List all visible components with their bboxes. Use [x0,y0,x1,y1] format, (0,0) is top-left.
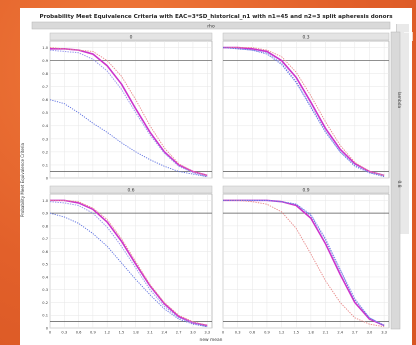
panel-strip-label: 0.3 [303,34,310,40]
y-tick-label: 0.8 [42,72,48,76]
x-tick-label: 2.1 [147,331,153,335]
series-line [50,199,208,326]
x-tick-label: 2.4 [337,331,343,335]
series-line [49,201,208,328]
panel-strip [49,185,213,194]
series-line [50,199,208,327]
chart-panel: 0 0 0.1 0.2 0.3 0.4 0.5 0.6 0.7 0.8 0.9 1.0 [42,32,213,180]
x-tick-label: 3.3 [204,331,210,335]
x-tick-label: 1.5 [293,331,299,335]
y-tick-label: 0.1 [42,314,48,318]
corner-decoration [404,32,413,41]
panel-strip [222,32,390,41]
y-tick-label: 0 [46,326,49,330]
plot-area [49,193,213,329]
x-tick-label: 0.9 [90,331,96,335]
panel-strip [222,185,390,194]
x-tick-label: 1.5 [119,331,125,335]
x-tick-label: 0.9 [264,331,270,335]
x-tick-label: 0.3 [61,331,67,335]
panel-strip-label: 0.9 [303,187,310,193]
y-tick-label: 0.2 [42,150,48,154]
row-strip-label: lambda [396,92,402,109]
row-strip-header [390,31,401,330]
y-tick-label: 0.4 [42,275,48,279]
series-line [223,199,385,326]
x-tick-label: 0 [222,331,225,335]
y-tick-label: 0.5 [42,111,48,115]
y-tick-label: 0.6 [42,250,48,254]
x-tick-label: 0.3 [235,331,241,335]
row-strip-value: 0.8 [396,181,402,188]
x-tick-label: 1.2 [104,331,110,335]
x-tick-label: 2.4 [161,331,167,335]
x-tick-label: 2.7 [176,331,182,335]
y-tick-label: 0.3 [42,288,48,292]
y-tick-label: 1.0 [42,199,48,203]
y-tick-label: 0.7 [42,237,48,241]
plot-area [222,193,390,329]
y-tick-label: 0.9 [42,212,48,216]
y-tick-label: 1.0 [42,46,48,50]
y-tick-label: 0.6 [42,98,48,102]
column-strip-label: rho [207,24,215,30]
series-line [223,47,385,176]
x-axis-label: new mean [200,338,223,343]
x-tick-label: 2.7 [352,331,358,335]
chart-title: Probability Meet Equivalence Criteria wi… [39,14,393,20]
y-tick-label: 0.4 [42,124,48,128]
x-tick-label: 1.8 [308,331,314,335]
series-line [222,47,385,178]
x-tick-label: 1.8 [133,331,139,335]
series-line [223,199,385,326]
plot-area [49,40,213,179]
x-tick-label: 3.3 [381,331,387,335]
panel-strip-label: 0 [130,34,133,40]
series-line [222,47,385,176]
y-tick-label: 0.8 [42,224,48,228]
x-tick-label: 3.0 [190,331,196,335]
series-line [49,47,208,176]
series-line [223,46,385,177]
chart-panels: 000.10.20.30.40.50.60.70.80.91.00.30.600… [42,32,390,335]
chart-panel: 0.6 0 0.1 0.2 0.3 0.4 0.5 0.6 0.7 0.8 0.9 1.0 0 0.3 0.… [42,185,213,335]
series-line [223,199,385,328]
chart-panel: 0.9 0 0.3 0.6 0.9 1.2 1.5 1.8 2.1 2.4 2.7 3.0 3.3 [222,185,390,335]
series-line [49,99,208,178]
y-tick-label: 0 [46,176,49,180]
column-strip-header [31,21,391,30]
probability-chart: Probability Meet Equivalence Criteria wi… [20,14,402,343]
y-tick-label: 0.1 [42,163,48,167]
y-tick-label: 0.3 [42,137,48,141]
x-tick-label: 1.2 [279,331,285,335]
x-tick-label: 0.6 [76,331,82,335]
chart-panel: 0.3 [222,32,390,179]
x-tick-label: 0.6 [249,331,255,335]
plot-area [222,40,390,179]
y-axis-label: Probability Meet Equivalence Criteria [20,142,25,217]
y-tick-label: 0.9 [42,59,48,63]
panel-strip [49,32,213,41]
y-tick-label: 0.5 [42,263,48,267]
x-tick-label: 2.1 [323,331,329,335]
x-tick-label: 3.0 [367,331,373,335]
x-tick-label: 0 [49,331,52,335]
panel-strip-label: 0.6 [128,187,135,193]
series-line [49,49,208,178]
y-tick-label: 0.7 [42,85,48,89]
y-tick-label: 0.2 [42,301,48,305]
